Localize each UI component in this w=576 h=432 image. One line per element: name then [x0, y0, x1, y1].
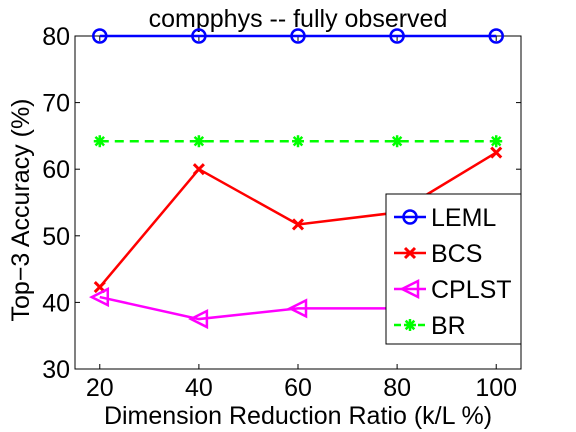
y-tick-label: 60 — [42, 156, 70, 184]
legend-label-leml: LEML — [431, 204, 496, 232]
marker-core — [195, 138, 202, 145]
data-point-br — [292, 135, 304, 148]
data-point-bcs — [291, 218, 305, 231]
x-tick-label: 60 — [284, 374, 312, 402]
marker-core — [96, 138, 103, 145]
legend: LEML BCS CPLST BR — [385, 193, 522, 345]
marker-core — [394, 138, 401, 145]
data-point-cplst — [88, 287, 110, 308]
data-point-cplst — [188, 309, 209, 330]
x-tick-label: 20 — [86, 374, 114, 402]
legend-label-br: BR — [431, 312, 466, 340]
marker-stroke — [192, 163, 205, 176]
data-point-bcs — [192, 163, 205, 176]
y-tick-label: 40 — [42, 289, 70, 317]
y-tick-label: 50 — [42, 223, 70, 251]
data-point-leml — [290, 28, 306, 44]
legend-marker-leml — [402, 209, 418, 225]
legend-marker-bcs — [403, 246, 417, 260]
marker-stroke — [490, 146, 503, 159]
marker-core — [295, 138, 301, 145]
y-axis-label: Top−3 Accuracy (%) — [7, 98, 35, 321]
marker-stroke — [93, 281, 106, 294]
data-point-br — [490, 135, 503, 148]
data-point-bcs — [490, 146, 503, 159]
marker-core — [493, 138, 500, 145]
data-point-leml — [389, 28, 405, 44]
y-tick-label: 80 — [42, 23, 70, 51]
legend-label-bcs: BCS — [431, 240, 482, 268]
marker-stroke — [291, 218, 305, 231]
data-point-leml — [488, 28, 504, 44]
x-tick-label: 40 — [185, 374, 213, 402]
marker-core — [407, 322, 413, 328]
legend-marker-cplst — [399, 278, 420, 300]
data-point-br — [192, 135, 205, 148]
legend-box — [385, 193, 522, 345]
data-point-leml — [92, 28, 108, 44]
data-point-leml — [191, 28, 207, 44]
data-point-cplst — [287, 298, 308, 319]
x-tick-label: 100 — [475, 374, 517, 402]
y-tick-label: 30 — [42, 356, 70, 384]
y-tick-label: 70 — [42, 90, 70, 118]
data-point-br — [93, 135, 106, 148]
data-point-br — [391, 135, 404, 148]
legend-marker-br — [404, 319, 416, 331]
marker-stroke — [403, 246, 417, 260]
x-tick-label: 80 — [383, 374, 411, 402]
x-axis-label: Dimension Reduction Ratio (k/L %) — [104, 402, 492, 430]
legend-label-cplst: CPLST — [431, 276, 512, 304]
